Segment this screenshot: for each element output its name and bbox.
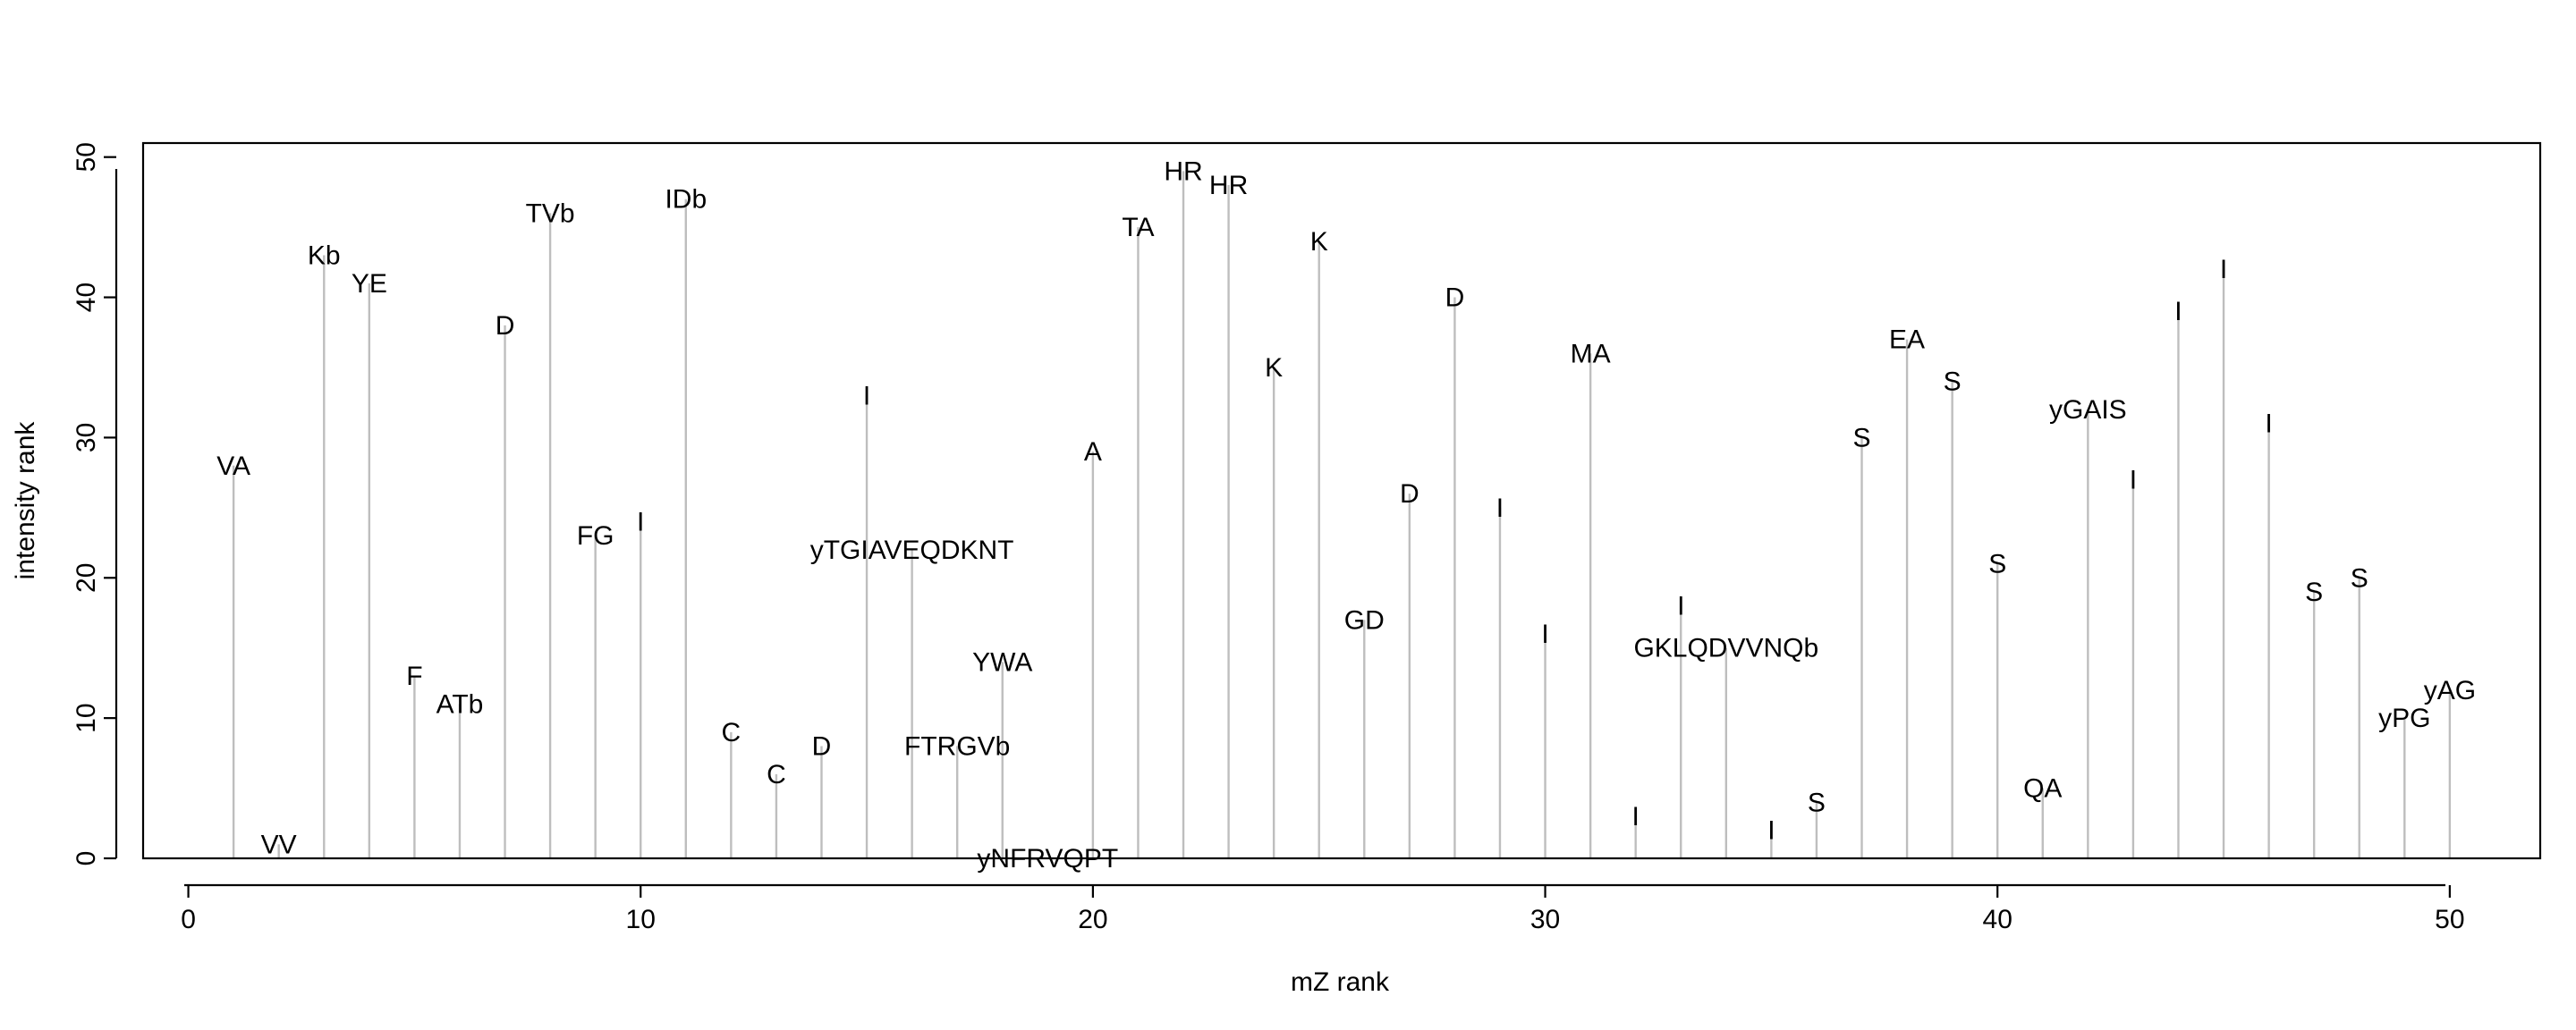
peak-label: I <box>2130 465 2137 494</box>
peak-label: FTRGVb <box>904 732 1010 762</box>
peak-label: TVb <box>526 198 575 228</box>
x-axis-title: mZ rank <box>1291 967 1390 997</box>
peak-label: I <box>1496 494 1504 523</box>
stems <box>232 171 2452 858</box>
y-tick-label: 50 <box>72 142 101 172</box>
y-tick-label: 30 <box>72 423 101 452</box>
peak-label: I <box>2220 255 2227 284</box>
peak-label: I <box>2265 409 2272 439</box>
x-tick-label: 50 <box>2435 905 2464 934</box>
peak-label: S <box>2351 563 2368 593</box>
peak-label: K <box>1310 227 1328 257</box>
peak-label: I <box>637 508 644 537</box>
peak-label: yGAIS <box>2049 395 2127 425</box>
y-tick-label: 0 <box>72 851 101 866</box>
x-tick-label: 10 <box>626 905 656 934</box>
peak-label: VA <box>216 452 250 481</box>
peak-label: D <box>1445 283 1465 313</box>
peak-label: Kb <box>308 241 341 270</box>
peak-label: S <box>2305 578 2323 607</box>
x-tick-label: 20 <box>1078 905 1107 934</box>
x-tick-label: 40 <box>1983 905 2012 934</box>
peak-label: yPG <box>2378 704 2430 733</box>
peak-label: I <box>2174 297 2182 326</box>
peak-label: QA <box>2023 774 2062 804</box>
peak-label: MA <box>1571 339 1611 368</box>
plot-frame <box>141 141 2542 860</box>
peak-label: YE <box>352 269 387 299</box>
peak-label: S <box>1944 367 1962 397</box>
peak-label: D <box>1400 479 1419 509</box>
y-tick-label: 20 <box>72 563 101 593</box>
peak-label: yTGIAVEQDKNT <box>810 536 1014 565</box>
peak-label: I <box>1632 802 1640 832</box>
peak-label: D <box>812 732 832 762</box>
peak-label: GD <box>1344 605 1385 635</box>
peak-label: F <box>406 662 422 691</box>
peak-label: ATb <box>436 689 484 719</box>
peak-label: FG <box>577 521 614 551</box>
peak-label: I <box>1677 592 1684 621</box>
peak-label: A <box>1084 437 1102 467</box>
x-ticks: 0 10 20 30 40 50 <box>181 885 2465 934</box>
peak-label: EA <box>1889 325 1925 355</box>
y-tick-label: 40 <box>72 283 101 312</box>
peak-label: I <box>1767 816 1775 846</box>
peak-label: S <box>1988 550 2006 579</box>
peak-label: yAG <box>2424 676 2476 705</box>
peak-label: I <box>863 381 870 410</box>
peak-label: S <box>1808 788 1826 817</box>
y-axis-title: intensity rank <box>11 421 40 580</box>
y-tick-label: 10 <box>72 703 101 732</box>
peak-label: C <box>722 718 741 747</box>
x-tick-label: 30 <box>1530 905 1560 934</box>
peak-label: C <box>767 760 786 789</box>
peak-label: S <box>1853 423 1871 452</box>
peak-label: I <box>1541 620 1548 649</box>
peak-label: HR <box>1164 156 1202 186</box>
peak-label: YWA <box>972 647 1032 677</box>
peak-label: K <box>1265 353 1283 383</box>
peak-label: VV <box>261 830 297 859</box>
x-tick-label: 0 <box>181 905 196 934</box>
y-ticks: 0 10 20 30 40 50 <box>72 142 116 865</box>
peak-label: GKLQDVVNQb <box>1633 634 1818 663</box>
peak-label: TA <box>1122 213 1154 242</box>
peak-label: D <box>496 311 515 341</box>
peak-label: IDb <box>665 185 707 215</box>
peak-label: HR <box>1209 171 1248 200</box>
